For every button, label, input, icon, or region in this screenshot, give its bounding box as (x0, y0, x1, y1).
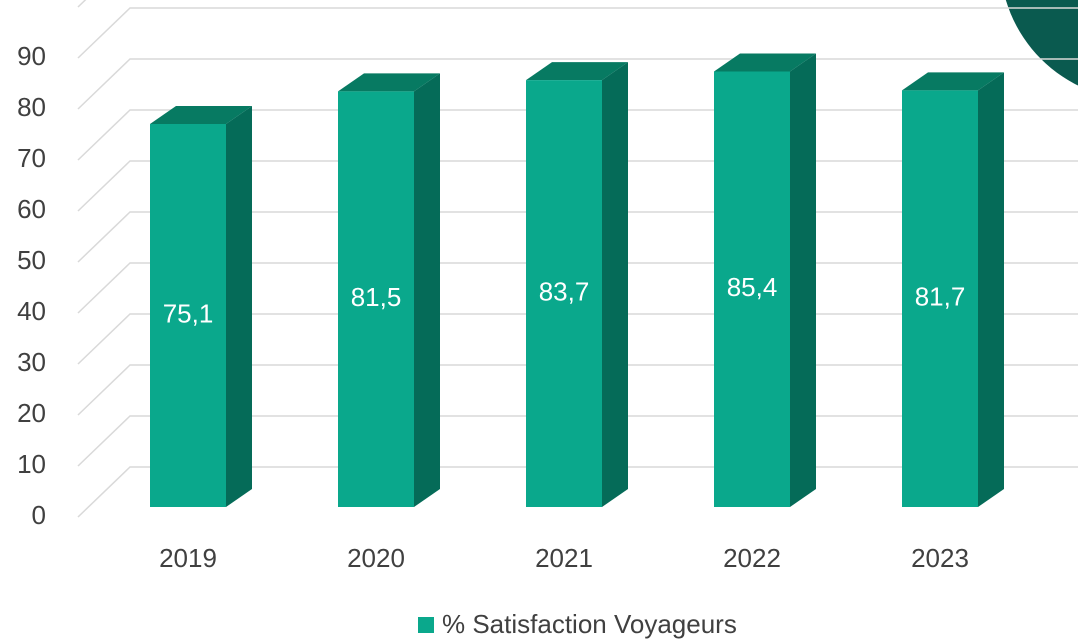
x-tick-label: 2021 (535, 543, 593, 573)
legend-label: % Satisfaction Voyageurs (442, 609, 737, 639)
bar-side (790, 53, 816, 508)
legend-swatch (418, 617, 434, 633)
value-label: 85,4 (727, 272, 778, 302)
y-tick-label: 80 (17, 92, 46, 122)
bar (714, 53, 816, 508)
y-tick-label: 90 (17, 41, 46, 71)
x-tick-label: 2022 (723, 543, 781, 573)
bar-top (338, 73, 440, 92)
bar-front (338, 91, 414, 507)
value-label: 75,1 (163, 298, 214, 328)
y-tick-label: 50 (17, 245, 46, 275)
bar-front (150, 123, 226, 508)
bar-side (414, 73, 440, 507)
y-tick-label: 30 (17, 347, 46, 377)
y-tick-label: 10 (17, 449, 46, 479)
y-tick-label: 70 (17, 143, 46, 173)
bar-top (714, 53, 816, 72)
decoration-circle (1005, 0, 1078, 86)
bar (902, 72, 1004, 507)
x-tick-label: 2023 (911, 543, 969, 573)
bar-front (526, 80, 602, 507)
bar (150, 105, 252, 508)
x-tick-label: 2020 (347, 543, 405, 573)
bar-front (714, 71, 790, 508)
bar-side (602, 62, 628, 507)
value-label: 83,7 (539, 276, 590, 306)
grid-line (77, 7, 1078, 59)
value-label: 81,5 (351, 282, 402, 312)
bar-top (150, 105, 252, 124)
bar-top (526, 62, 628, 81)
bar-top (902, 72, 1004, 91)
bar-side (226, 105, 252, 508)
bar-side (978, 72, 1004, 507)
grid-line (77, 0, 87, 8)
y-tick-label: 20 (17, 398, 46, 428)
y-tick-label: 0 (32, 500, 46, 530)
y-tick-label: 60 (17, 194, 46, 224)
bar (338, 73, 440, 507)
value-label: 81,7 (915, 282, 966, 312)
x-tick-label: 2019 (159, 543, 217, 573)
y-tick-label: 40 (17, 296, 46, 326)
bar (526, 62, 628, 507)
bar-front (902, 90, 978, 507)
